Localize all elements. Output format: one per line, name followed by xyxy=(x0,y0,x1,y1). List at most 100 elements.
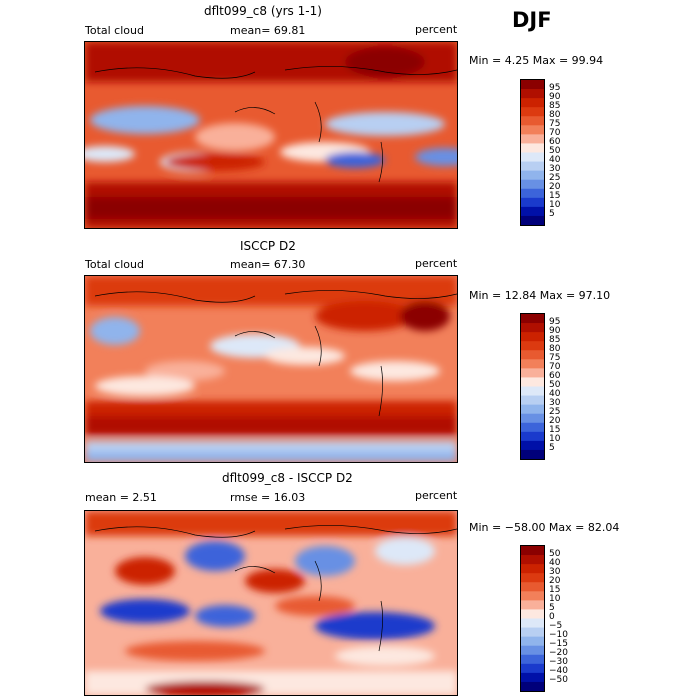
panel2-mean-label: mean= 67.30 xyxy=(230,258,306,271)
colorbar-swatch xyxy=(521,161,544,172)
colorbar-tick-label: 30 xyxy=(549,398,561,409)
colorbar-swatch xyxy=(521,188,544,199)
panel1-units-label: percent xyxy=(415,23,458,36)
colorbar-tick-label: 80 xyxy=(549,109,561,120)
colorbar-tick-label: 90 xyxy=(549,91,561,102)
colorbar-swatch xyxy=(521,564,544,574)
colorbar-tick-label: −40 xyxy=(549,666,568,677)
colorbar-swatch xyxy=(521,431,544,442)
colorbar-swatch xyxy=(521,143,544,153)
colorbar-swatch xyxy=(521,377,544,387)
colorbar-tick-label: 85 xyxy=(549,100,561,111)
colorbar-tick-label: −15 xyxy=(549,639,568,650)
colorbar-tick-label: 40 xyxy=(549,389,561,400)
colorbar-tick-label: 40 xyxy=(549,557,561,568)
colorbar-tick-label: 50 xyxy=(549,146,561,156)
colorbar-swatch xyxy=(521,179,544,190)
colorbar-swatch xyxy=(521,672,544,683)
panel3-map-field xyxy=(85,511,457,695)
colorbar-tick-label: 5 xyxy=(549,209,555,220)
colorbar-swatch xyxy=(521,627,544,638)
colorbar-tick-label: 5 xyxy=(549,443,555,454)
panel2-variable-label: Total cloud xyxy=(85,258,144,271)
panel2-map xyxy=(84,275,458,463)
colorbar-swatch xyxy=(521,323,544,333)
colorbar-tick-label: 80 xyxy=(549,343,561,354)
panel3-rmse-label: rmse = 16.03 xyxy=(230,491,306,504)
panel3-units-label: percent xyxy=(415,489,458,502)
colorbar-swatch xyxy=(521,80,544,90)
colorbar-swatch xyxy=(521,440,544,451)
panel3-minmax-label: Min = −58.00 Max = 82.04 xyxy=(469,521,620,534)
colorbar-swatch xyxy=(521,89,544,99)
colorbar-tick-label: 75 xyxy=(549,352,561,363)
colorbar-swatch xyxy=(521,555,544,565)
panel3-title: dflt099_c8 - ISCCP D2 xyxy=(222,471,353,485)
colorbar-swatch xyxy=(521,332,544,342)
colorbar-swatch xyxy=(521,636,544,647)
colorbar-swatch xyxy=(521,341,544,351)
colorbar-tick-label: 10 xyxy=(549,200,561,211)
colorbar-swatch xyxy=(521,645,544,656)
colorbar-tick-label: 5 xyxy=(549,602,555,613)
colorbar-tick-label: 25 xyxy=(549,407,561,418)
colorbar-tick-label: 15 xyxy=(549,191,561,202)
colorbar-swatch xyxy=(521,350,544,360)
panel1-variable-label: Total cloud xyxy=(85,24,144,37)
colorbar-swatch xyxy=(521,600,544,610)
colorbar-swatch xyxy=(521,404,544,415)
colorbar-tick-label: 70 xyxy=(549,361,561,372)
colorbar-swatch xyxy=(521,609,544,619)
colorbar-swatch xyxy=(521,573,544,583)
colorbar-tick-label: −30 xyxy=(549,657,568,668)
panel1-title: dflt099_c8 (yrs 1-1) xyxy=(204,4,322,18)
colorbar-swatch xyxy=(521,591,544,601)
colorbar-tick-label: 15 xyxy=(549,425,561,436)
colorbar-tick-label: 20 xyxy=(549,182,561,193)
colorbar-tick-label: 10 xyxy=(549,593,561,604)
panel2-colorbar-swatches xyxy=(521,314,544,459)
colorbar-swatch xyxy=(521,170,544,181)
colorbar-tick-label: 70 xyxy=(549,127,561,138)
colorbar-swatch xyxy=(521,359,544,369)
colorbar-swatch xyxy=(521,107,544,117)
colorbar-swatch xyxy=(521,152,544,163)
colorbar-swatch xyxy=(521,116,544,126)
colorbar-tick-label: 15 xyxy=(549,584,561,595)
colorbar-tick-label: 40 xyxy=(549,155,561,166)
colorbar-tick-label: 10 xyxy=(549,434,561,445)
colorbar-tick-label: −5 xyxy=(549,621,563,632)
colorbar-swatch xyxy=(521,368,544,378)
panel1-colorbar-swatches xyxy=(521,80,544,225)
colorbar-tick-label: 75 xyxy=(549,118,561,129)
colorbar-swatch xyxy=(521,546,544,556)
colorbar-swatch xyxy=(521,134,544,144)
colorbar-swatch xyxy=(521,197,544,208)
colorbar-tick-label: 0 xyxy=(549,612,555,622)
panel2-minmax-label: Min = 12.84 Max = 97.10 xyxy=(469,289,611,302)
colorbar-swatch xyxy=(521,654,544,665)
colorbar-swatch xyxy=(521,449,544,459)
colorbar-tick-label: 30 xyxy=(549,566,561,577)
panel3-colorbar xyxy=(520,545,545,692)
panel1-mean-label: mean= 69.81 xyxy=(230,24,306,37)
colorbar-tick-label: 20 xyxy=(549,416,561,427)
panel1-colorbar xyxy=(520,79,545,226)
panel2-units-label: percent xyxy=(415,257,458,270)
colorbar-swatch xyxy=(521,681,544,691)
colorbar-swatch xyxy=(521,413,544,424)
panel3-mean-label: mean = 2.51 xyxy=(85,491,157,504)
colorbar-tick-label: 95 xyxy=(549,82,561,93)
panel2-title: ISCCP D2 xyxy=(240,239,296,253)
colorbar-tick-label: 95 xyxy=(549,316,561,327)
colorbar-swatch xyxy=(521,422,544,433)
colorbar-swatch xyxy=(521,206,544,217)
colorbar-tick-label: −10 xyxy=(549,630,568,641)
colorbar-swatch xyxy=(521,125,544,135)
colorbar-tick-label: −50 xyxy=(549,675,568,686)
colorbar-swatch xyxy=(521,215,544,225)
colorbar-tick-label: 60 xyxy=(549,370,561,381)
colorbar-swatch xyxy=(521,98,544,108)
colorbar-tick-label: 50 xyxy=(549,380,561,390)
colorbar-swatch xyxy=(521,386,544,397)
